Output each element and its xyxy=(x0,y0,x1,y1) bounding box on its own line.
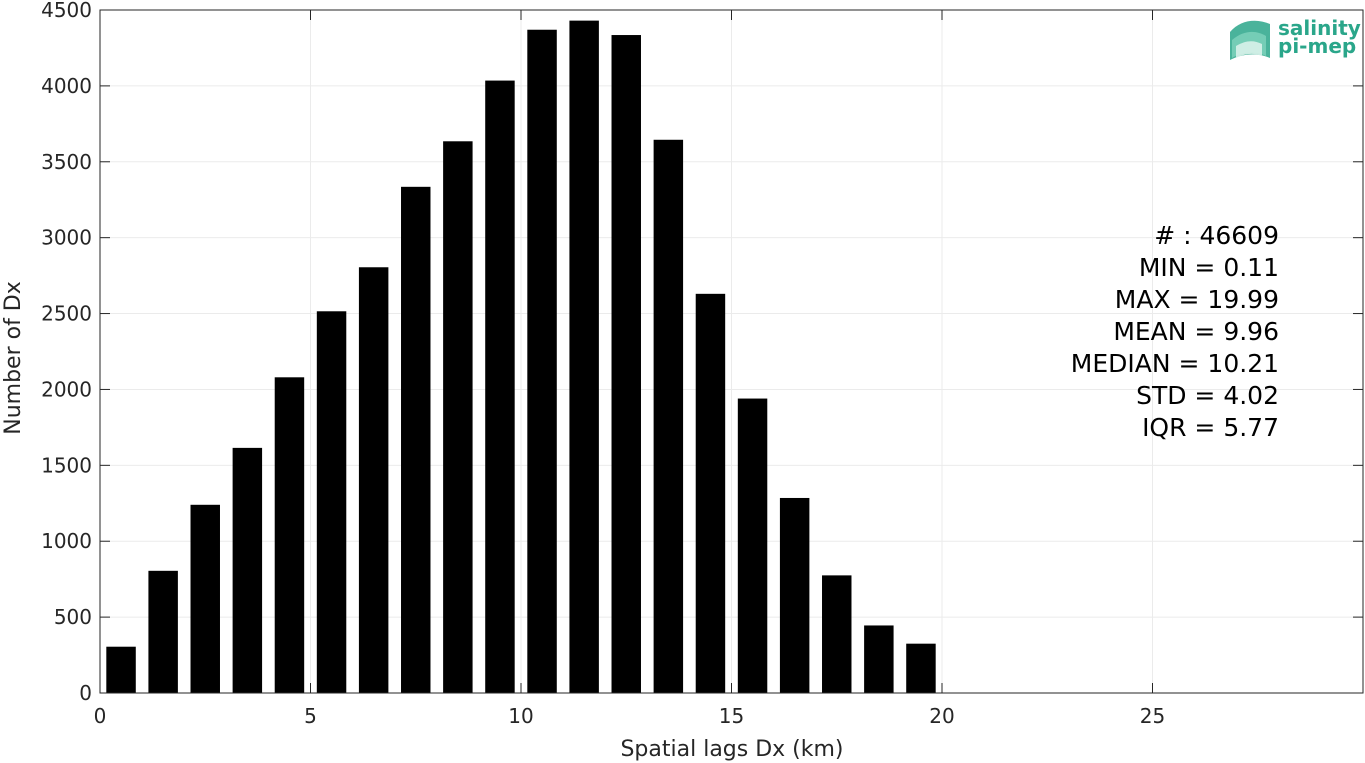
stats-line: IQR = 5.77 xyxy=(1142,413,1279,442)
bar xyxy=(611,35,641,693)
x-tick-labels: 0 5 10 15 20 25 xyxy=(94,704,1166,728)
bar xyxy=(443,141,473,693)
y-tick-label: 2500 xyxy=(41,302,92,326)
x-tick-label: 25 xyxy=(1140,704,1165,728)
bar xyxy=(695,293,726,693)
bar xyxy=(106,646,136,693)
y-axis-title: Number of Dx xyxy=(1,281,26,435)
bar xyxy=(822,575,852,693)
bar xyxy=(779,497,810,693)
bar xyxy=(232,447,263,693)
stats-line: STD = 4.02 xyxy=(1136,381,1279,410)
x-tick-label: 15 xyxy=(719,704,744,728)
bar xyxy=(274,377,305,693)
y-tick-label: 3500 xyxy=(41,150,92,174)
axis-ticks xyxy=(99,9,1363,694)
y-tick-label: 2000 xyxy=(41,377,92,401)
bar xyxy=(527,29,557,693)
bar xyxy=(569,20,599,693)
y-tick-label: 500 xyxy=(54,605,92,629)
stats-annotation: # : 46609 MIN = 0.11 MAX = 19.99 MEAN = 9.9… xyxy=(1071,221,1279,442)
x-tick-label: 0 xyxy=(94,704,107,728)
logo-line-2: pi-mep xyxy=(1278,34,1356,58)
bar xyxy=(864,625,894,693)
stats-line: MIN = 0.11 xyxy=(1139,253,1279,282)
bar xyxy=(737,398,768,693)
bars xyxy=(106,20,936,694)
bar xyxy=(358,267,389,693)
stats-line: MAX = 19.99 xyxy=(1115,285,1279,314)
x-tick-label: 20 xyxy=(929,704,954,728)
logo-wave-icon xyxy=(1230,20,1270,61)
y-tick-label: 4000 xyxy=(41,74,92,98)
salinity-pimep-logo: salinity pi-mep xyxy=(1230,16,1361,61)
bar xyxy=(148,570,178,693)
x-tick-label: 5 xyxy=(304,704,317,728)
bar xyxy=(401,186,431,693)
stats-line: # : 46609 xyxy=(1154,221,1279,250)
x-axis-title: Spatial lags Dx (km) xyxy=(620,737,843,762)
bar xyxy=(906,643,936,693)
y-tick-label: 0 xyxy=(79,681,92,705)
y-tick-label: 1500 xyxy=(41,453,92,477)
bar xyxy=(316,311,347,693)
stats-line: MEDIAN = 10.21 xyxy=(1071,349,1279,378)
grid-lines xyxy=(99,9,1363,694)
y-tick-labels: 0 500 1000 1500 2000 2500 3000 3500 4000 4500 xyxy=(41,0,92,705)
bar xyxy=(485,80,515,694)
stats-line: MEAN = 9.96 xyxy=(1113,317,1279,346)
bar xyxy=(653,139,684,693)
logo-line-1: salinity xyxy=(1278,16,1361,40)
x-tick-label: 10 xyxy=(508,704,533,728)
y-tick-label: 1000 xyxy=(41,529,92,553)
bar xyxy=(190,504,220,693)
y-tick-label: 3000 xyxy=(41,226,92,250)
y-tick-label: 4500 xyxy=(41,0,92,22)
